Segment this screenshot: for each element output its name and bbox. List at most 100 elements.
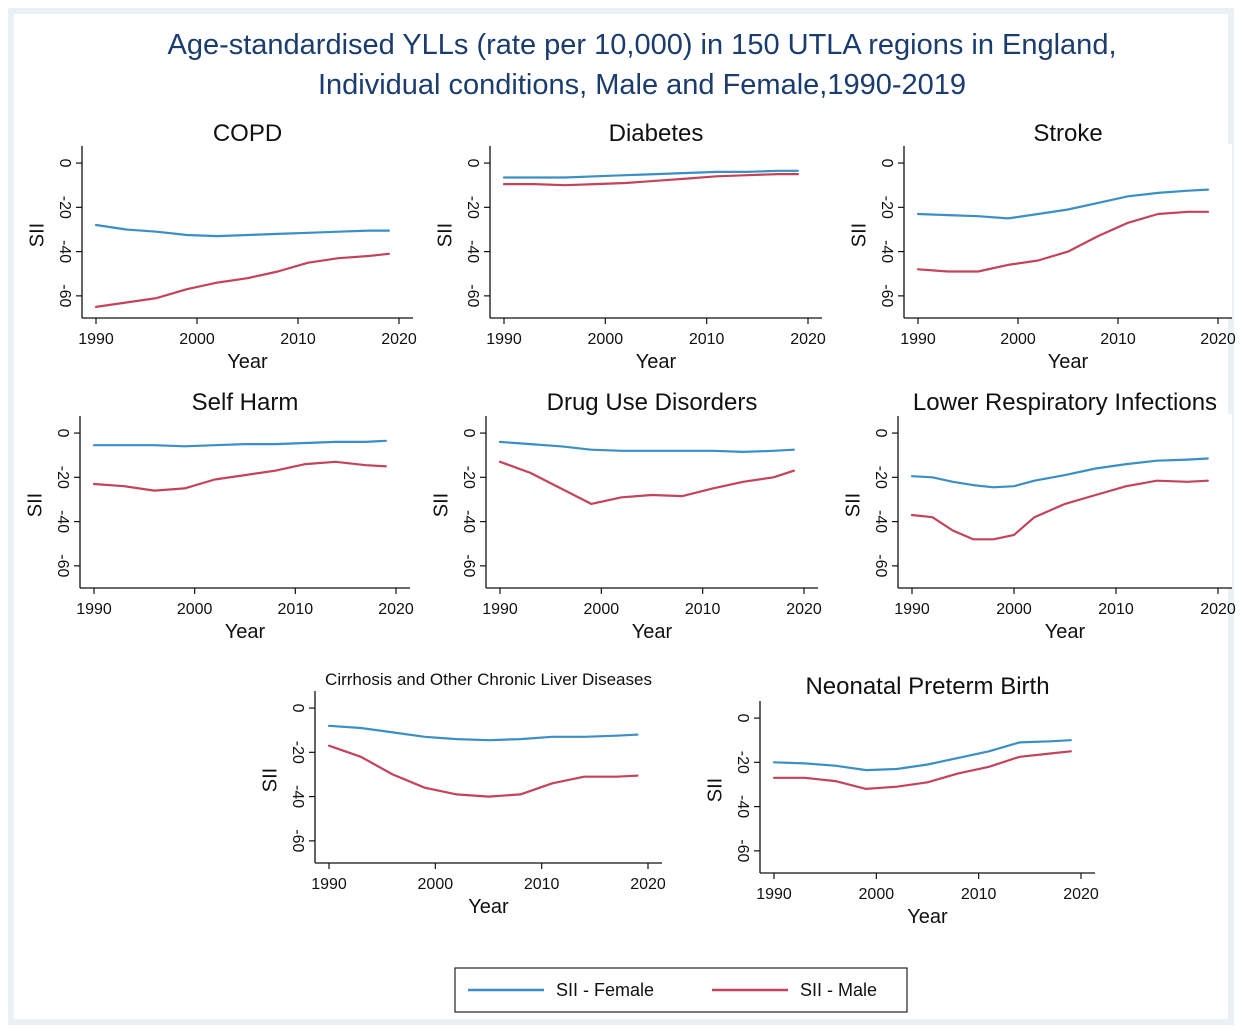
x-tick-label: 2000 bbox=[584, 601, 620, 618]
y-tick-label: -60 bbox=[734, 839, 751, 862]
y-tick-label: -20 bbox=[289, 741, 306, 764]
y-tick-label: -40 bbox=[464, 240, 481, 263]
x-tick-label: 2000 bbox=[859, 886, 895, 903]
panel-title: Self Harm bbox=[192, 389, 299, 416]
y-tick-label: 0 bbox=[56, 159, 73, 168]
x-tick-label: 2000 bbox=[179, 331, 215, 348]
x-tick-label: 2010 bbox=[280, 331, 316, 348]
x-tick-label: 2010 bbox=[1100, 331, 1136, 348]
y-tick-label: -20 bbox=[56, 196, 73, 219]
y-tick-label: -40 bbox=[460, 510, 477, 533]
y-axis-label: SII bbox=[848, 223, 870, 247]
series-line-sii-male bbox=[916, 210, 1210, 273]
x-tick-label: 2020 bbox=[1200, 331, 1236, 348]
x-axis-label: Year bbox=[468, 896, 509, 918]
x-tick-label: 2020 bbox=[381, 331, 417, 348]
y-tick-label: -40 bbox=[54, 510, 71, 533]
plot-region bbox=[760, 699, 1095, 873]
series-line-sii-male bbox=[910, 479, 1209, 541]
y-tick-label: 0 bbox=[460, 429, 477, 438]
y-tick-label: -40 bbox=[872, 510, 889, 533]
y-tick-label: 0 bbox=[289, 704, 306, 713]
y-tick-label: 0 bbox=[872, 429, 889, 438]
y-tick-label: -20 bbox=[878, 196, 895, 219]
panel-copd: COPD 0 -20 -40 -60 1990 2000 2010 2020 Year SII bbox=[26, 120, 417, 373]
x-tick-label: 2010 bbox=[1098, 601, 1134, 618]
series-line-sii-female bbox=[916, 188, 1210, 220]
y-tick-label: -60 bbox=[289, 829, 306, 852]
panel-title: Neonatal Preterm Birth bbox=[805, 673, 1049, 700]
y-tick-label: -20 bbox=[460, 466, 477, 489]
series-line-sii-female bbox=[94, 223, 390, 238]
legend-label-sii-female: SII - Female bbox=[556, 980, 654, 1000]
y-tick-label: -20 bbox=[734, 751, 751, 774]
x-tick-label: 1990 bbox=[311, 876, 347, 893]
y-tick-label: -20 bbox=[872, 466, 889, 489]
plot-region bbox=[904, 144, 1232, 318]
x-tick-label: 1990 bbox=[894, 601, 930, 618]
x-tick-label: 2000 bbox=[1000, 331, 1036, 348]
x-tick-label: 2020 bbox=[786, 601, 822, 618]
series-line-sii-male bbox=[498, 460, 796, 505]
x-axis-label: Year bbox=[225, 621, 266, 643]
x-tick-label: 2020 bbox=[630, 876, 666, 893]
series-line-sii-male bbox=[94, 252, 390, 308]
x-tick-label: 2000 bbox=[996, 601, 1032, 618]
y-tick-label: -60 bbox=[54, 554, 71, 577]
figure-title-line-1: Age-standardised YLLs (rate per 10,000) … bbox=[167, 29, 1116, 61]
y-tick-label: 0 bbox=[878, 159, 895, 168]
x-tick-label: 2020 bbox=[790, 331, 826, 348]
x-axis-label: Year bbox=[1048, 351, 1089, 373]
panel-title: Stroke bbox=[1033, 120, 1102, 147]
panel-self-harm: Self Harm 0 -20 -40 -60 1990 2000 2010 2020 Year S… bbox=[24, 389, 414, 643]
x-tick-label: 2020 bbox=[1200, 601, 1236, 618]
y-tick-label: -20 bbox=[464, 196, 481, 219]
series-line-sii-male bbox=[502, 173, 800, 187]
x-axis-label: Year bbox=[1045, 621, 1086, 643]
y-tick-label: -60 bbox=[56, 284, 73, 307]
panel-diabetes: Diabetes 0 -20 -40 -60 1990 2000 2010 2020 Year SI… bbox=[434, 120, 826, 373]
y-axis-label: SII bbox=[26, 223, 48, 247]
x-tick-label: 1990 bbox=[78, 331, 114, 348]
y-axis-label: SII bbox=[259, 768, 281, 792]
x-tick-label: 2000 bbox=[177, 601, 213, 618]
x-tick-label: 2000 bbox=[588, 331, 624, 348]
y-tick-label: 0 bbox=[734, 714, 751, 723]
panel-lower-respiratory-infections: Lower Respiratory Infections 0 -20 -40 -60 19… bbox=[842, 389, 1236, 643]
x-axis-label: Year bbox=[632, 621, 673, 643]
plot-region bbox=[80, 414, 410, 588]
x-tick-label: 2010 bbox=[524, 876, 560, 893]
x-tick-label: 2020 bbox=[378, 601, 414, 618]
y-tick-label: -40 bbox=[878, 240, 895, 263]
y-tick-label: -40 bbox=[289, 785, 306, 808]
panel-title: Diabetes bbox=[609, 120, 704, 147]
panel-stroke: Stroke 0 -20 -40 -60 1990 2000 2010 2020 Year SII bbox=[848, 120, 1236, 373]
panel-drug-use-disorders: Drug Use Disorders 0 -20 -40 -60 1990 2000 2010… bbox=[430, 389, 822, 643]
y-tick-label: -60 bbox=[878, 284, 895, 307]
y-axis-label: SII bbox=[430, 493, 452, 517]
legend: SII - Female SII - Male bbox=[454, 967, 908, 1013]
y-tick-label: 0 bbox=[464, 159, 481, 168]
x-tick-label: 2010 bbox=[685, 601, 721, 618]
x-tick-label: 1990 bbox=[486, 331, 522, 348]
y-tick-label: 0 bbox=[54, 429, 71, 438]
series-line-sii-female bbox=[92, 439, 387, 448]
panel-neonatal-preterm-birth: Neonatal Preterm Birth 0 -20 -40 -60 1990 2000… bbox=[704, 673, 1099, 928]
x-tick-label: 2010 bbox=[689, 331, 725, 348]
figure-title-line-2: Individual conditions, Male and Female,1… bbox=[318, 69, 966, 101]
panel-title: Lower Respiratory Infections bbox=[913, 389, 1217, 416]
plot-region bbox=[486, 414, 818, 588]
panel-title: Drug Use Disorders bbox=[547, 389, 758, 416]
plot-region bbox=[898, 414, 1232, 588]
y-axis-label: SII bbox=[842, 493, 864, 517]
legend-label-sii-male: SII - Male bbox=[800, 980, 877, 1000]
x-tick-label: 2010 bbox=[961, 886, 997, 903]
x-axis-label: Year bbox=[227, 351, 268, 373]
y-tick-label: -60 bbox=[460, 554, 477, 577]
series-line-sii-male bbox=[92, 460, 387, 492]
series-line-sii-male bbox=[327, 744, 639, 798]
series-line-sii-male bbox=[772, 750, 1072, 791]
